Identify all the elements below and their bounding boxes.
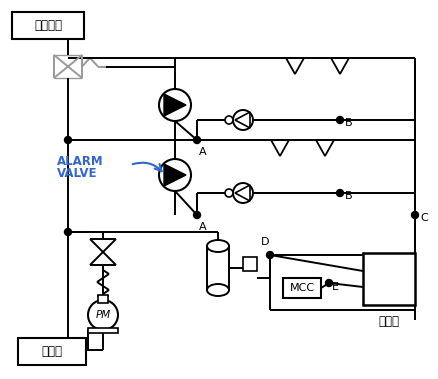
Circle shape [64,136,71,144]
Circle shape [225,116,233,124]
Text: C: C [419,213,427,223]
Circle shape [336,116,343,124]
Text: B: B [344,118,352,128]
Text: 고가수조: 고가수조 [34,19,62,32]
Text: E: E [331,282,338,292]
Circle shape [410,211,417,219]
Text: 저수조: 저수조 [42,345,62,358]
Circle shape [266,252,273,258]
Text: 수신반: 수신반 [378,315,399,328]
Circle shape [233,110,252,130]
Circle shape [88,300,118,330]
Ellipse shape [207,240,229,252]
Bar [98,295,108,303]
Text: PM: PM [95,310,110,320]
FancyArrowPatch shape [132,163,161,171]
Polygon shape [164,94,186,116]
Circle shape [159,89,191,121]
Circle shape [193,211,200,219]
Bar [88,328,118,333]
Bar [243,257,256,271]
Circle shape [193,136,200,144]
Bar [18,338,86,365]
Text: A: A [198,147,206,157]
Text: ALARM: ALARM [57,155,103,168]
Circle shape [225,189,233,197]
Polygon shape [164,164,186,186]
Bar [283,278,320,298]
Circle shape [159,159,191,191]
Circle shape [233,183,252,203]
Text: B: B [344,191,352,201]
Circle shape [336,190,343,196]
Ellipse shape [207,284,229,296]
Bar [362,253,414,305]
Bar [12,12,84,39]
Text: MCC: MCC [289,283,314,293]
Text: D: D [260,237,268,247]
Text: A: A [198,222,206,232]
Circle shape [64,229,71,235]
Text: VALVE: VALVE [57,167,97,180]
Circle shape [325,279,332,287]
